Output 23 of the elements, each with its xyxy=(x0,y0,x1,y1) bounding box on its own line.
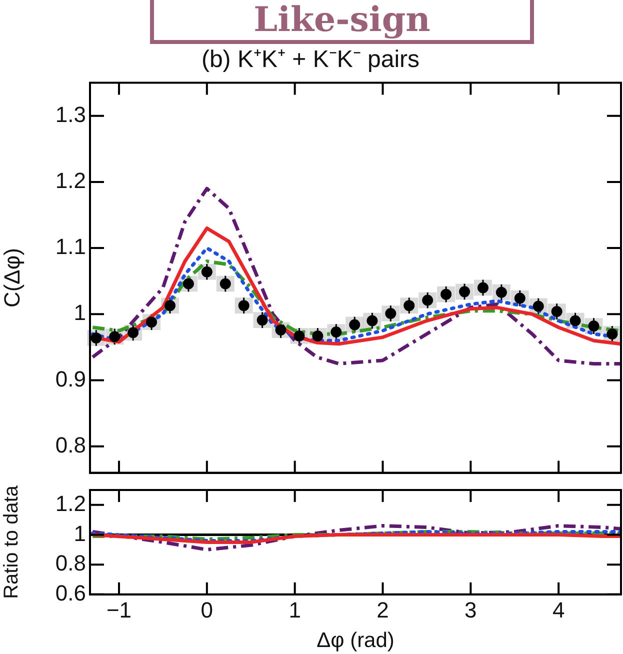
line-series xyxy=(90,186,621,366)
y-tick-label: 1.1 xyxy=(55,234,86,260)
x-tick-label: 3 xyxy=(464,598,477,623)
y-axis-title: Ratio to data xyxy=(0,484,23,599)
y-tick-label: 1.2 xyxy=(55,168,86,194)
x-tick-label: 1 xyxy=(288,598,301,623)
x-tick-label: 2 xyxy=(376,598,389,623)
x-tick-label: 4 xyxy=(552,598,565,623)
x-axis-title: Δφ (rad) xyxy=(316,629,394,652)
text: Like-sign xyxy=(150,0,534,44)
y-axis-title: C(Δφ) xyxy=(0,248,24,308)
y-tick-label: 0.8 xyxy=(55,550,86,576)
x-tick-label: 0 xyxy=(200,598,214,623)
x-tick-label: −1 xyxy=(106,598,132,623)
line-series xyxy=(90,524,621,552)
y-tick-label: 0.8 xyxy=(55,432,86,458)
y-tick-label: 1 xyxy=(74,300,86,326)
y-tick-label: 0.9 xyxy=(55,366,86,392)
y-tick-label: 1.3 xyxy=(55,102,86,127)
chart-title: (b) K⁺K⁺ + K⁻K⁻ pairs xyxy=(201,46,420,74)
y-tick-label: 0.6 xyxy=(55,580,86,606)
y-tick-label: 1 xyxy=(74,520,86,546)
y-tick-label: 1.2 xyxy=(55,490,86,516)
